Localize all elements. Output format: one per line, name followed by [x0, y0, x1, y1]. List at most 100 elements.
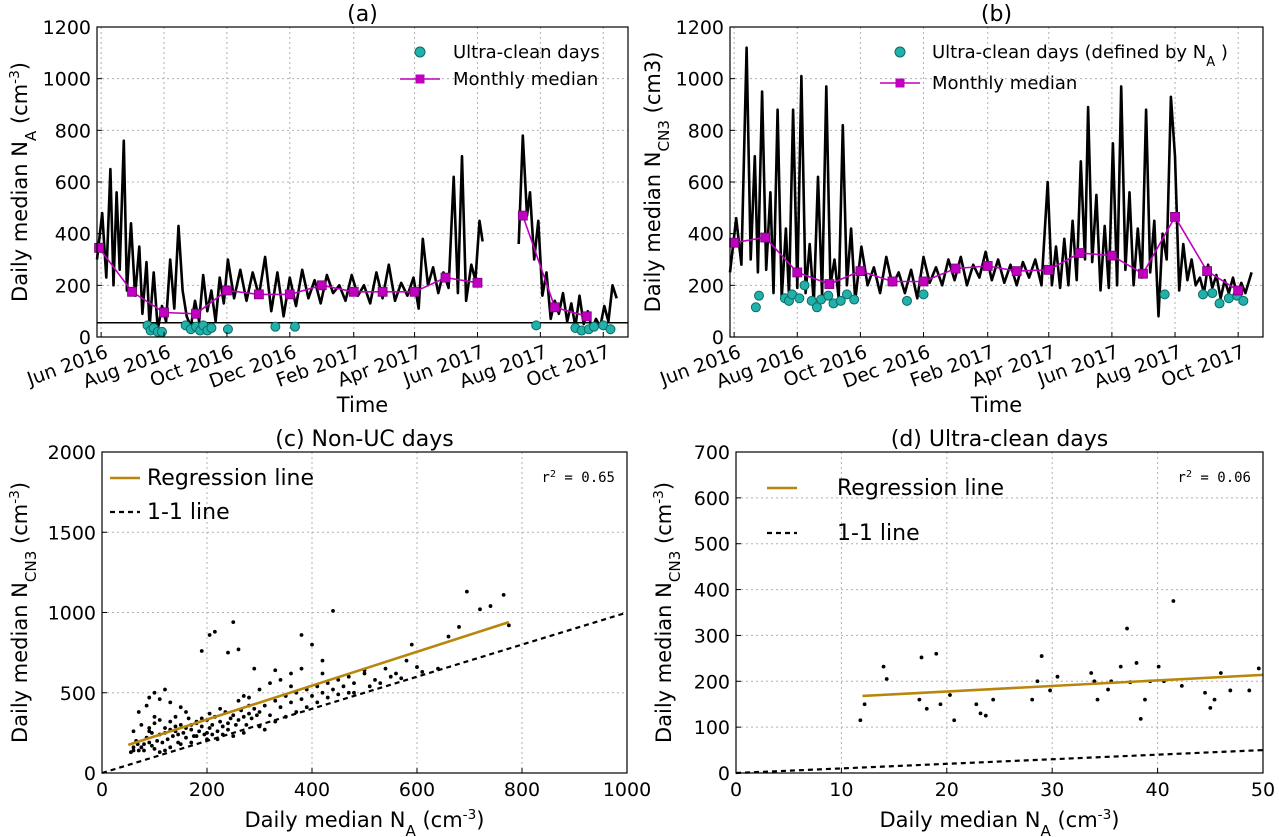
panel-a-legend-ultra-clean-label: Ultra-clean days	[453, 42, 600, 63]
panel-c-data-point-145	[352, 690, 356, 695]
panel-a-ytick-label: 200	[55, 275, 91, 297]
panel-d-regression-line	[862, 673, 1264, 698]
panel-b-monthly-median-marker-5	[887, 276, 898, 287]
panel-c-xtick-label: 0	[96, 779, 108, 801]
panel-d-ytick-label: 400	[694, 580, 730, 602]
panel-c-data-point-118	[163, 748, 167, 753]
panel-c-data-point-37	[228, 716, 233, 721]
panel-a-monthly-median-marker-0	[94, 242, 104, 253]
panel-c-data-point-83	[212, 629, 217, 634]
panel-b-ultra-clean-point-5	[794, 293, 805, 304]
panel-c-ylabel: Daily median NCN3 (cm-3)	[7, 482, 40, 743]
panel-d-title: (d) Ultra-clean days	[891, 427, 1109, 452]
panel-b-monthly-median-marker-6	[918, 276, 929, 287]
panel-d-data-point-9	[948, 693, 952, 697]
panel-d-data-point-5	[919, 655, 924, 660]
panel-a-legend-monthly-marker	[415, 74, 425, 84]
panel-d-ytick-label: 300	[694, 625, 730, 647]
panel-c-xtick-label: 600	[399, 779, 435, 801]
panel-c-data-point-144	[336, 692, 341, 697]
panel-c-data-point-164	[278, 678, 283, 682]
panel-d-data-point-40	[1228, 688, 1233, 693]
panel-c-data-point-9	[155, 739, 160, 743]
panel-d-data-point-25	[1118, 664, 1123, 669]
panel-a-daily-series-line-1	[517, 134, 618, 331]
panel-c-data-point-141	[304, 705, 309, 710]
panel-c-data-point-131	[205, 737, 209, 742]
panel-c-data-point-117	[168, 745, 173, 750]
panel-c-data-point-30	[210, 722, 215, 727]
panel-c-xtick-label: 1000	[603, 779, 651, 801]
panel-d-data-point-1	[862, 702, 867, 707]
panel-c-data-point-79	[144, 703, 149, 708]
panel-c-data-point-77	[136, 710, 141, 714]
panel-d-xtick-label: 30	[1040, 779, 1064, 801]
panel-b-ylabel: Daily median NCN3 (cm3)	[641, 52, 673, 313]
panel-d-xtick-label: 50	[1251, 779, 1275, 801]
panel-c-data-point-163	[257, 687, 262, 692]
panel-a-monthly-median-marker-4	[222, 285, 232, 296]
panel-a-monthly-median-marker-3	[191, 308, 201, 319]
panel-d-data-point-32	[1156, 664, 1161, 669]
panel-c-data-point-95	[409, 642, 414, 647]
panel-a-title: (a)	[347, 2, 378, 27]
panel-b-ultra-clean-point-16	[918, 289, 929, 300]
panel-d-data-point-13	[983, 713, 988, 718]
panel-d-r2-annotation: r2 = 0.06	[1178, 469, 1251, 487]
panel-c-one-to-one-line	[101, 611, 628, 775]
panel-b-ultra-clean-point-6	[799, 280, 810, 291]
panel-c-data-point-140	[294, 710, 299, 714]
panel-d-data-point-11	[974, 702, 979, 707]
panel-c-data-point-154	[149, 730, 154, 735]
panel-c-data-point-98	[464, 589, 469, 594]
panel-c-data-point-21	[186, 716, 191, 721]
panel-c-ytick-label: 1500	[48, 522, 96, 544]
panel-c-data-point-44	[247, 711, 251, 716]
panel-c-data-point-54	[289, 700, 293, 705]
panel-d-data-point-19	[1055, 674, 1060, 679]
panel-c-data-point-136	[257, 724, 262, 729]
panel-c-data-point-162	[247, 695, 251, 700]
panel-c-data-point-166	[299, 666, 304, 671]
panel-d-ytick-label: 100	[694, 717, 730, 739]
panel-b-ultra-clean-point-1	[753, 290, 764, 301]
panel-c-data-point-108	[178, 705, 183, 710]
panel-b-ultra-clean-point-8	[811, 302, 822, 313]
panel-c-data-point-142	[315, 700, 320, 705]
panel-c-data-point-68	[373, 678, 377, 682]
panel-a-monthly-median-marker-16	[581, 311, 592, 322]
panel-c-data-point-126	[128, 750, 133, 755]
panel-c-data-point-14	[168, 719, 173, 724]
panel-c-data-point-19	[181, 730, 186, 735]
panel-c-data-point-112	[205, 730, 209, 735]
panel-c-data-point-8	[152, 714, 157, 719]
panel-d-data-point-28	[1134, 661, 1139, 665]
panel-c-data-point-23	[191, 734, 196, 738]
panel-c-data-point-148	[399, 676, 404, 681]
panel-c-data-point-143	[325, 695, 330, 700]
panel-c-data-point-73	[147, 695, 152, 700]
panel-c-data-point-26	[199, 724, 204, 729]
panel-a-ytick-label: 800	[55, 120, 91, 142]
panel-a-xlabel: Time	[336, 393, 388, 417]
panel-c-data-point-159	[207, 711, 212, 716]
panel-a-monthly-median-marker-5	[253, 289, 264, 300]
panel-b-ultra-clean-point-12	[835, 295, 846, 306]
panel-c-data-point-7	[149, 743, 154, 748]
panel-d-data-point-37	[1208, 705, 1213, 710]
panel-a-ytick-label: 1200	[43, 17, 91, 39]
panel-b-legend-ultra-clean-label: Ultra-clean days (defined by NA )	[932, 42, 1228, 70]
panel-c-data-point-102	[506, 623, 511, 628]
panel-c-data-point-39	[233, 722, 238, 727]
panel-b-monthly-median-marker-13	[1138, 268, 1148, 279]
panel-c-data-point-160	[218, 706, 223, 711]
panel-a-monthly-median-marker-7	[316, 280, 327, 291]
panel-b-ultra-clean-point-14	[849, 294, 860, 305]
panel-b-monthly-median-marker-4	[855, 266, 866, 277]
panel-d-data-point-3	[884, 677, 889, 681]
panel-b-title: (b)	[981, 2, 1012, 27]
panel-c-data-point-88	[273, 668, 278, 673]
panel-c-data-point-48	[257, 710, 262, 714]
